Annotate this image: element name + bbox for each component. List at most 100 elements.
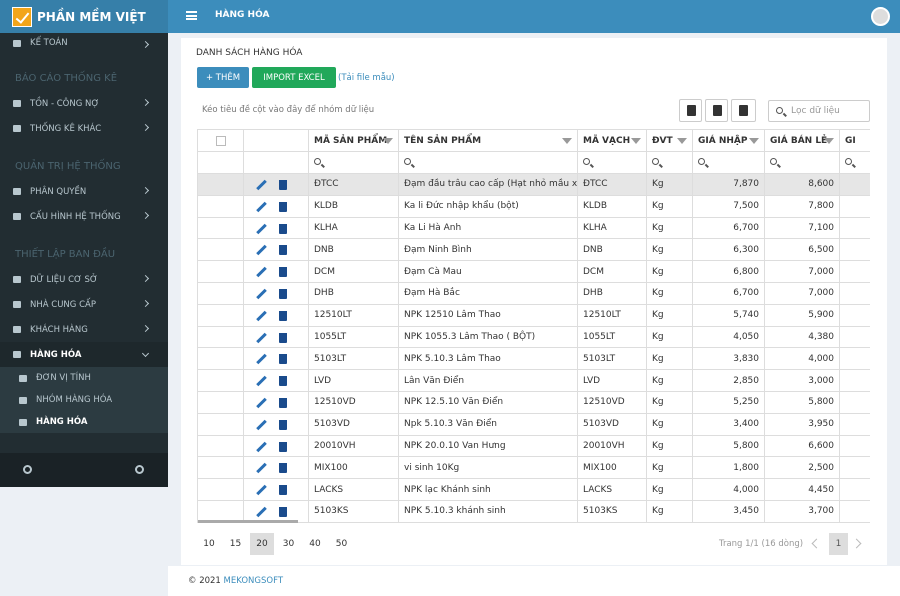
- user-avatar[interactable]: [871, 7, 890, 26]
- filter-cell[interactable]: [840, 152, 870, 174]
- delete-button[interactable]: [279, 245, 287, 256]
- select-cell[interactable]: [198, 435, 244, 458]
- menu-item[interactable]: CẤU HÌNH HỆ THỐNG: [0, 204, 168, 229]
- delete-button[interactable]: [279, 419, 287, 430]
- delete-button[interactable]: [279, 463, 287, 474]
- filter-icon[interactable]: [562, 138, 572, 144]
- delete-button[interactable]: [279, 332, 287, 343]
- menu-item[interactable]: PHÂN QUYỀN: [0, 179, 168, 204]
- edit-button[interactable]: [256, 441, 267, 452]
- page-size-option[interactable]: 30: [282, 539, 295, 549]
- select-cell[interactable]: [198, 174, 244, 196]
- page-size-option[interactable]: 40: [309, 539, 321, 549]
- delete-button[interactable]: [279, 376, 287, 387]
- column-header[interactable]: TÊN SẢN PHẨM: [399, 130, 578, 152]
- select-all-checkbox[interactable]: [216, 136, 226, 146]
- delete-button[interactable]: [279, 201, 287, 212]
- edit-button[interactable]: [256, 179, 267, 191]
- column-header[interactable]: GIÁ BÁN LẺ: [765, 130, 840, 152]
- delete-button[interactable]: [279, 180, 287, 190]
- filter-icon[interactable]: [749, 138, 759, 144]
- add-button[interactable]: + THÊM: [197, 67, 249, 88]
- template-link[interactable]: (Tải file mẫu): [338, 73, 395, 83]
- import-button[interactable]: IMPORT EXCEL: [252, 67, 336, 88]
- select-cell[interactable]: [198, 261, 244, 283]
- page-size-option[interactable]: 50: [335, 539, 348, 549]
- filter-cell[interactable]: [647, 152, 693, 174]
- menu-item[interactable]: HÀNG HÓA: [0, 411, 168, 433]
- filter-cell[interactable]: [309, 152, 399, 174]
- edit-button[interactable]: [256, 201, 267, 213]
- edit-button[interactable]: [256, 463, 267, 474]
- column-header[interactable]: GIÁ NHẬP: [693, 130, 765, 152]
- select-cell[interactable]: [198, 392, 244, 414]
- search-box[interactable]: Lọc dữ liệu: [768, 100, 870, 122]
- columns-button[interactable]: [731, 99, 756, 122]
- filter-icon[interactable]: [824, 138, 834, 144]
- filter-icon[interactable]: [631, 138, 641, 144]
- edit-button[interactable]: [256, 397, 267, 409]
- refresh-button[interactable]: [679, 99, 702, 122]
- menu-item[interactable]: THỐNG KÊ KHÁC: [0, 116, 168, 141]
- select-cell[interactable]: [198, 283, 244, 305]
- edit-button[interactable]: [256, 354, 267, 365]
- filter-cell[interactable]: [693, 152, 765, 174]
- brand[interactable]: MEKONGSOFT: [223, 576, 284, 586]
- select-cell[interactable]: [198, 479, 244, 501]
- column-header[interactable]: MÃ VẠCH: [578, 130, 647, 152]
- select-cell[interactable]: [198, 348, 244, 371]
- delete-button[interactable]: [279, 354, 287, 365]
- edit-button[interactable]: [256, 375, 267, 387]
- select-cell[interactable]: [198, 217, 244, 240]
- menu-toggle[interactable]: [186, 11, 197, 20]
- page-size-option[interactable]: 15: [229, 539, 242, 549]
- logo[interactable]: PHẦN MỀM VIỆT: [0, 0, 168, 33]
- edit-button[interactable]: [256, 223, 267, 234]
- select-cell[interactable]: [198, 239, 244, 262]
- column-header[interactable]: MÃ SẢN PHẨM: [309, 130, 399, 152]
- edit-button[interactable]: [256, 245, 267, 256]
- select-cell[interactable]: [198, 195, 244, 218]
- delete-button[interactable]: [279, 310, 287, 321]
- current-page[interactable]: 1: [829, 533, 848, 555]
- column-header[interactable]: GI: [840, 130, 870, 152]
- settings-icon[interactable]: [23, 465, 32, 474]
- menu-item[interactable]: KẾ TOÁN: [0, 33, 168, 53]
- page-size-option[interactable]: 20: [250, 533, 274, 555]
- select-cell[interactable]: [198, 413, 244, 436]
- logout-icon[interactable]: [135, 465, 144, 474]
- delete-button[interactable]: [279, 289, 287, 299]
- export-button[interactable]: [705, 99, 728, 122]
- select-cell[interactable]: [198, 326, 244, 349]
- menu-item[interactable]: NHÀ CUNG CẤP: [0, 292, 168, 317]
- delete-button[interactable]: [279, 223, 287, 234]
- delete-button[interactable]: [279, 507, 287, 517]
- delete-button[interactable]: [279, 267, 287, 278]
- filter-icon[interactable]: [677, 138, 687, 144]
- menu-item[interactable]: KHÁCH HÀNG: [0, 317, 168, 342]
- edit-button[interactable]: [256, 310, 267, 322]
- edit-button[interactable]: [256, 419, 267, 431]
- column-header[interactable]: ĐVT: [647, 130, 693, 152]
- page-size-option[interactable]: 10: [203, 539, 215, 549]
- select-cell[interactable]: [198, 304, 244, 327]
- edit-button[interactable]: [256, 506, 267, 518]
- edit-button[interactable]: [256, 266, 267, 278]
- menu-item[interactable]: DỮ LIỆU CƠ SỞ: [0, 267, 168, 292]
- edit-button[interactable]: [256, 332, 267, 343]
- delete-button[interactable]: [279, 441, 287, 452]
- delete-button[interactable]: [279, 398, 287, 408]
- edit-button[interactable]: [256, 484, 267, 496]
- delete-button[interactable]: [279, 485, 287, 496]
- edit-button[interactable]: [256, 288, 267, 300]
- filter-cell[interactable]: [399, 152, 578, 174]
- menu-item[interactable]: ĐƠN VỊ TÍNH: [0, 367, 168, 389]
- select-cell[interactable]: [198, 370, 244, 392]
- select-cell[interactable]: [198, 457, 244, 480]
- filter-icon[interactable]: [383, 138, 393, 144]
- menu-item[interactable]: HÀNG HÓA: [0, 342, 168, 367]
- menu-item[interactable]: NHÓM HÀNG HÓA: [0, 389, 168, 411]
- filter-cell[interactable]: [578, 152, 647, 174]
- menu-item[interactable]: TỒN - CÔNG NỢ: [0, 91, 168, 116]
- filter-cell[interactable]: [765, 152, 840, 174]
